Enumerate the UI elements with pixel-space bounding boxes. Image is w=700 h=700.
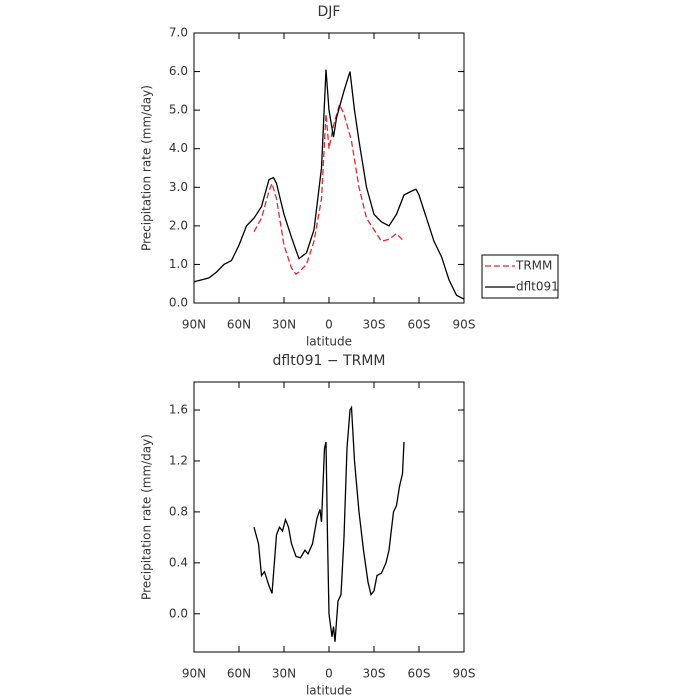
y-axis-label: Precipitation rate (mm/day) (140, 434, 154, 600)
y-tick-label: 2.0 (169, 218, 188, 232)
x-tick-label: 90S (453, 318, 476, 332)
x-tick-label: 60N (227, 667, 251, 681)
legend-box (481, 254, 559, 299)
legend-label: dflt091 (516, 280, 559, 294)
data-line (253, 405, 405, 642)
x-tick-label: 30N (272, 667, 296, 681)
x-tick-label: 90S (453, 667, 476, 681)
plot-frame (193, 32, 465, 304)
y-tick-label: 1.0 (169, 257, 188, 271)
x-tick-label: 90N (182, 318, 206, 332)
chart-title: dflt091 − TRMM (273, 353, 386, 369)
y-tick-label: 0.8 (169, 504, 188, 518)
data-line (193, 69, 465, 300)
y-tick-label: 1.2 (169, 453, 188, 467)
y-tick-label: 3.0 (169, 180, 188, 194)
y-tick-label: 7.0 (169, 26, 188, 40)
y-tick-label: 0.0 (169, 296, 188, 310)
y-tick-label: 0.4 (169, 555, 188, 569)
x-tick-label: 30S (363, 318, 386, 332)
x-axis-label: latitude (306, 335, 352, 349)
x-tick-label: 90N (182, 667, 206, 681)
data-line (253, 102, 405, 275)
y-tick-label: 6.0 (169, 64, 188, 78)
x-tick-label: 60S (408, 318, 431, 332)
y-tick-label: 4.0 (169, 141, 188, 155)
x-tick-label: 30N (272, 318, 296, 332)
y-tick-label: 0.0 (169, 606, 188, 620)
chart-title: DJF (318, 4, 341, 20)
y-axis-label: Precipitation rate (mm/day) (140, 85, 154, 251)
x-axis-label: latitude (306, 684, 352, 698)
x-tick-label: 60S (408, 667, 431, 681)
x-tick-label: 30S (363, 667, 386, 681)
legend-label: TRMM (515, 259, 552, 273)
x-tick-label: 60N (227, 318, 251, 332)
x-tick-label: 0 (325, 667, 333, 681)
y-tick-label: 1.6 (169, 403, 188, 417)
x-tick-label: 0 (325, 318, 333, 332)
y-tick-label: 5.0 (169, 103, 188, 117)
